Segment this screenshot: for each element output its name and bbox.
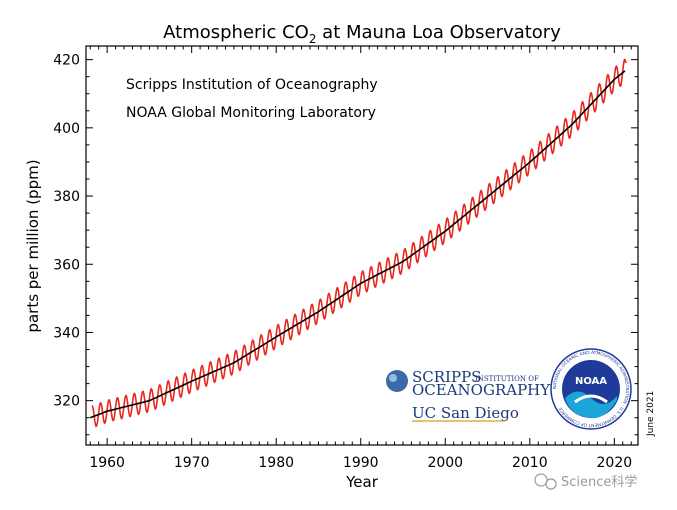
y-tick-label: 420 <box>53 53 80 69</box>
scripps-logo-text-1: SCRIPPS <box>412 368 481 386</box>
y-tick-label: 360 <box>53 257 80 273</box>
wechat-icon <box>534 473 548 487</box>
x-tick-label: 2020 <box>597 455 633 471</box>
y-tick-label: 340 <box>53 325 80 341</box>
x-tick-label: 1990 <box>343 455 379 471</box>
x-tick-label: 2010 <box>512 455 548 471</box>
y-axis-label: parts per million (ppm) <box>24 159 42 332</box>
scripps-ucsd-logo: SCRIPPS INSTITUTION OF OCEANOGRAPHY UC S… <box>375 355 551 427</box>
y-tick-label: 380 <box>53 189 80 205</box>
y-tick-label: 320 <box>53 394 80 410</box>
scripps-logo-inst: INSTITUTION OF <box>475 375 539 383</box>
x-tick-label: 2000 <box>427 455 463 471</box>
x-axis-label: Year <box>345 473 379 491</box>
credit-scripps: Scripps Institution of Oceanography <box>126 77 378 93</box>
x-tick-label: 1970 <box>174 455 210 471</box>
chart-title: Atmospheric CO2 at Mauna Loa Observatory <box>163 22 561 46</box>
date-note: June 2021 <box>646 391 656 437</box>
x-tick-label: 1980 <box>258 455 294 471</box>
credit-noaa: NOAA Global Monitoring Laboratory <box>126 105 376 121</box>
series-monthly-line <box>91 58 627 428</box>
globe-icon <box>386 370 408 392</box>
watermark-text: Science科学 <box>561 474 637 490</box>
axis-ticks: 1960 1970 1980 1990 2000 2010 2020 320 340 360 380… <box>53 46 638 471</box>
plot-frame <box>85 45 639 446</box>
series-trend-line <box>89 70 626 419</box>
x-tick-label: 1960 <box>89 455 125 471</box>
y-tick-label: 400 <box>53 121 80 137</box>
watermark: Science科学 <box>534 473 637 490</box>
noaa-logo-text: NOAA <box>575 376 607 387</box>
scripps-logo-text-2: OCEANOGRAPHY <box>412 381 551 399</box>
ucsd-logo-text: UC San Diego <box>412 404 519 422</box>
noaa-logo: NOAA NATIONAL OCEANIC AND ATMOSPHERIC AD… <box>550 348 632 430</box>
